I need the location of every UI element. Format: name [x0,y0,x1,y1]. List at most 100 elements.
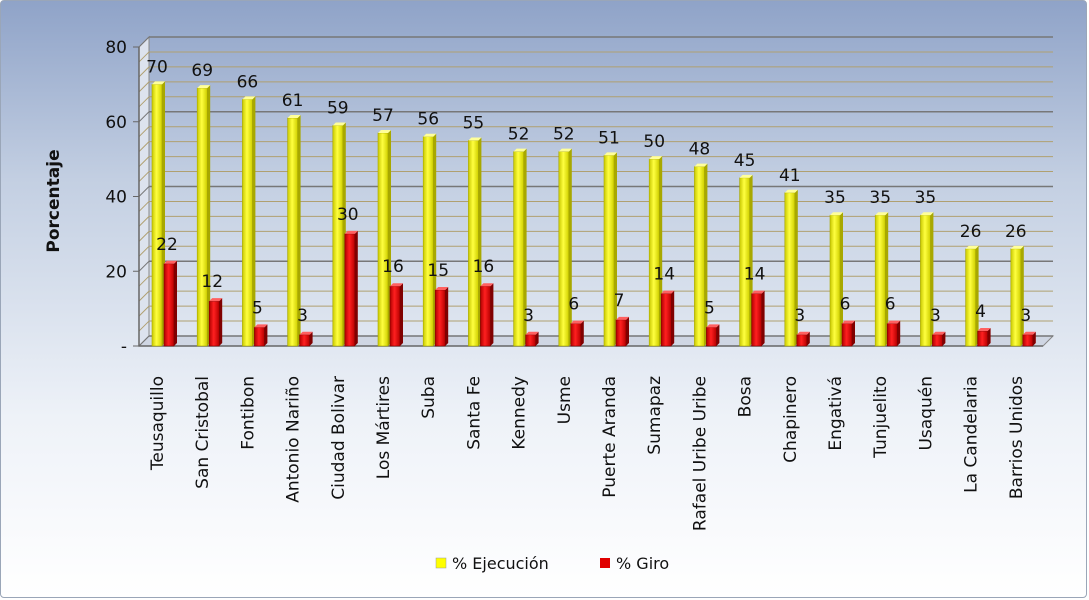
data-label-ejecucion: 26 [1005,222,1027,242]
bar-giro [886,320,901,347]
bar-giro-side [942,331,946,346]
bar-giro-top [1022,331,1036,335]
bar-giro [660,290,675,347]
bar-giro-top [209,298,223,302]
bar-ejecucion-side [297,115,301,346]
gridline-side [138,320,150,332]
data-label-giro: 22 [156,235,178,255]
bar-giro-side [400,283,403,346]
data-label-ejecucion: 61 [282,91,304,111]
data-label-giro: 3 [930,306,941,326]
bar-giro-top [842,320,855,324]
data-label-ejecucion: 52 [508,125,530,145]
category-label: Fontibon [238,376,258,450]
data-label-giro: 4 [975,302,986,322]
bar-giro-side [580,320,584,346]
bar-giro [480,283,494,347]
bar-giro-front [841,323,853,347]
bar-ejecucion-side [523,148,527,346]
category-label: Kennedy [510,376,530,450]
category-label: Puerte Aranda [600,376,620,498]
data-label-giro: 16 [382,257,404,277]
data-label-ejecucion: 69 [191,61,213,81]
category-label: Antonio Nariño [284,376,304,503]
bar-giro-side [806,331,810,346]
bar-giro [615,316,629,347]
bar-giro [525,331,539,347]
data-label-giro: 3 [297,306,308,326]
bar-giro-side [219,298,223,346]
bar-ejecucion-front [1010,248,1022,347]
bar-giro-front [1022,334,1034,347]
bar-giro [254,324,268,347]
bar-giro-side [987,328,991,346]
bar-ejecucion [332,122,346,347]
bar-ejecucion-top [378,129,391,133]
bar-ejecucion [513,148,527,347]
bar-ejecucion [242,96,256,347]
bar-giro-front [660,293,672,347]
bar-giro-top [344,230,358,234]
bar-ejecucion-top [332,122,346,126]
gridline-side [138,171,150,182]
bar-giro-front [480,285,491,347]
bar-giro-top [525,331,539,335]
bar-ejecucion [287,115,301,347]
category-label: Engativá [826,376,846,451]
bar-ejecucion [1010,245,1024,347]
bar-giro [841,320,855,347]
bar-giro-front [163,263,175,347]
bar-giro-top [661,290,675,294]
bar-giro-top [299,331,313,335]
bar-ejecucion [648,156,663,347]
gridline-side [138,156,150,167]
bar-giro [706,324,720,347]
bar-ejecucion-side [794,189,798,346]
bar-ejecucion [603,152,617,347]
bar-ejecucion-side [252,96,256,346]
bar-ejecucion-front [965,248,976,347]
gridline-side [138,126,150,138]
bar-ejecucion [965,245,979,347]
bar-ejecucion-top [784,189,798,193]
data-label-giro: 15 [427,261,449,281]
gridline-side [138,36,150,48]
bar-ejecucion-front [648,158,660,347]
bar-ejecucion-front [920,214,931,347]
data-label-ejecucion: 35 [869,188,891,208]
bar-giro-top [570,320,584,324]
bar-giro-front [977,330,988,347]
data-label-ejecucion: 52 [553,125,575,145]
data-label-giro: 3 [1020,306,1031,326]
bar-ejecucion-front [829,214,841,347]
bar-ejecucion-top [287,115,301,119]
bar-giro [932,331,946,347]
bar-giro-top [390,283,403,287]
data-label-ejecucion: 50 [643,132,665,152]
data-label-giro: 6 [885,295,896,315]
bar-ejecucion [874,212,889,347]
bar-ejecucion-top [920,212,934,216]
gridline-side [138,66,150,78]
bar-ejecucion-side [1020,245,1024,346]
data-label-giro: 3 [794,306,805,326]
bar-ejecucion-top [604,152,617,156]
bar-ejecucion [829,212,843,347]
data-label-ejecucion: 57 [372,106,394,126]
bar-ejecucion-top [423,133,437,137]
bar-giro [796,331,810,347]
bar-ejecucion-top [513,148,527,152]
gridline-side [138,230,150,242]
data-label-ejecucion: 51 [598,128,620,148]
bar-ejecucion-front [151,84,163,347]
bar-giro-side [264,324,268,346]
data-label-ejecucion: 70 [146,57,168,77]
bar-ejecucion [694,163,708,347]
bar-giro-front [208,300,220,347]
data-label-giro: 30 [337,205,359,225]
bar-ejecucion-side [704,163,708,346]
bar-giro-front [525,334,536,347]
y-axis-label: Porcentaje [44,149,64,252]
bar-ejecucion-front [468,140,479,347]
bar-giro-top [616,316,629,320]
